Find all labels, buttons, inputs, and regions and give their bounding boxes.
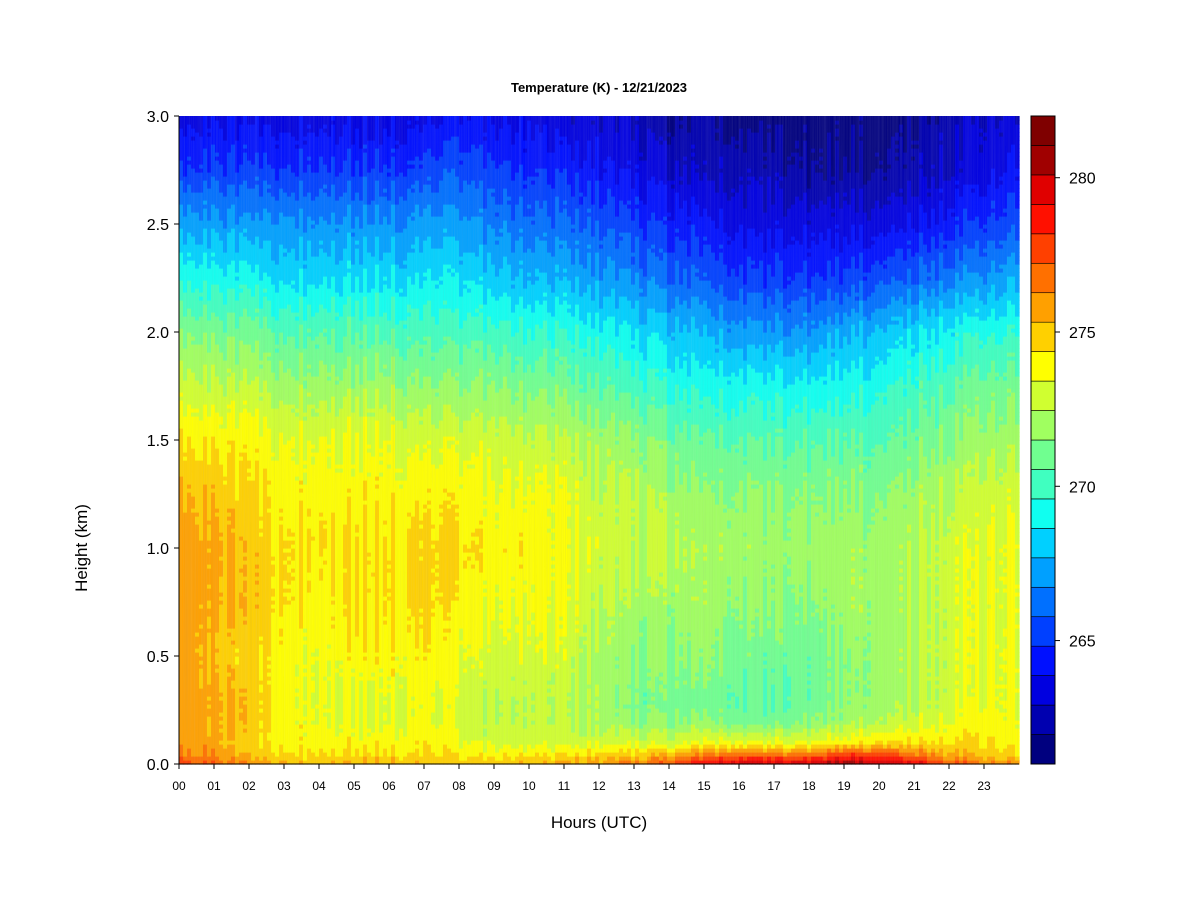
x-axis-label: Hours (UTC) [179, 813, 1019, 833]
chart-title: Temperature (K) - 12/21/2023 [179, 80, 1019, 95]
